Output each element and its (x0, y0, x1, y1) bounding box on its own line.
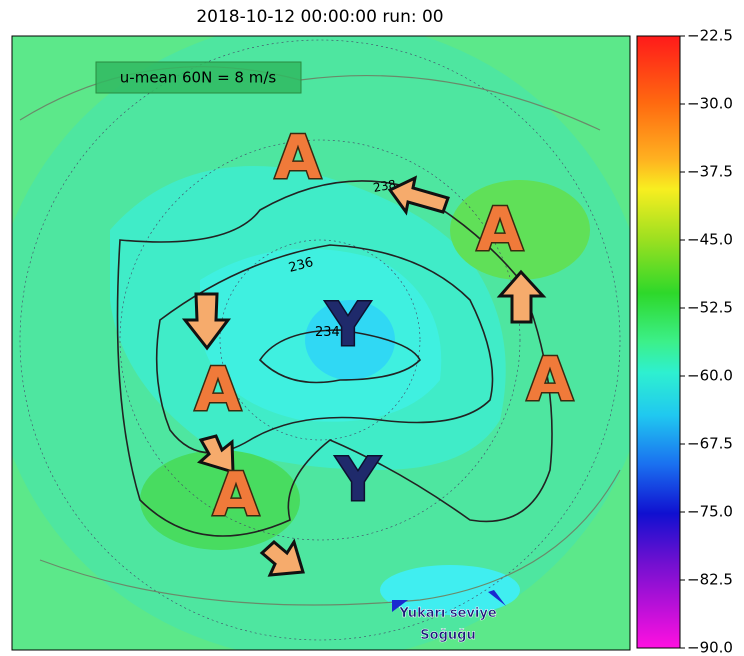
map-frame (11, 35, 631, 651)
colorbar-tick-label: −22.5 (687, 27, 733, 45)
colorbar-tick-label: −45.0 (687, 231, 733, 249)
arrow (197, 434, 235, 475)
colorbar-ticks: −22.5 −30.0 −37.5 −45.0 −52.5 −60.0 −67.5 −75.0… (680, 27, 733, 656)
note: Yukarı seviye (398, 606, 496, 621)
arrow (259, 538, 305, 577)
high-marker: A (195, 355, 242, 425)
title: 2018-10-12 00:00:00 run: 00 (196, 7, 443, 27)
map (12, 36, 630, 650)
arrow (181, 292, 231, 351)
colorbar-tick-label: −37.5 (687, 163, 733, 181)
colorbar-tick-label: −75.0 (687, 503, 733, 521)
low-marker: Y (325, 290, 371, 360)
high-marker: A (275, 123, 322, 193)
low-marker: Y (335, 445, 381, 515)
colorbar-tick-label: −67.5 (687, 435, 733, 453)
colorbar-tick-label: −30.0 (687, 95, 733, 113)
annotation: u-mean 60N = 8 m/s (120, 69, 277, 87)
contour-label: 234 (315, 325, 340, 340)
high-marker: A (527, 345, 574, 415)
contour-label: 236 (287, 255, 315, 276)
colorbar-tick-label: −52.5 (687, 299, 733, 317)
colorbar (636, 35, 681, 649)
high-marker: A (477, 195, 524, 265)
note-arrow (392, 600, 408, 612)
high-marker: A (213, 460, 260, 530)
arrow (387, 175, 450, 216)
note: Soğuğu (420, 628, 475, 643)
note-arrow (488, 590, 506, 606)
annotation-box (95, 61, 302, 94)
arrow (496, 269, 547, 324)
colorbar-tick-label: −60.0 (687, 367, 733, 385)
colorbar-tick-label: −82.5 (687, 571, 733, 589)
colorbar-tick-label: −90.0 (687, 639, 733, 656)
